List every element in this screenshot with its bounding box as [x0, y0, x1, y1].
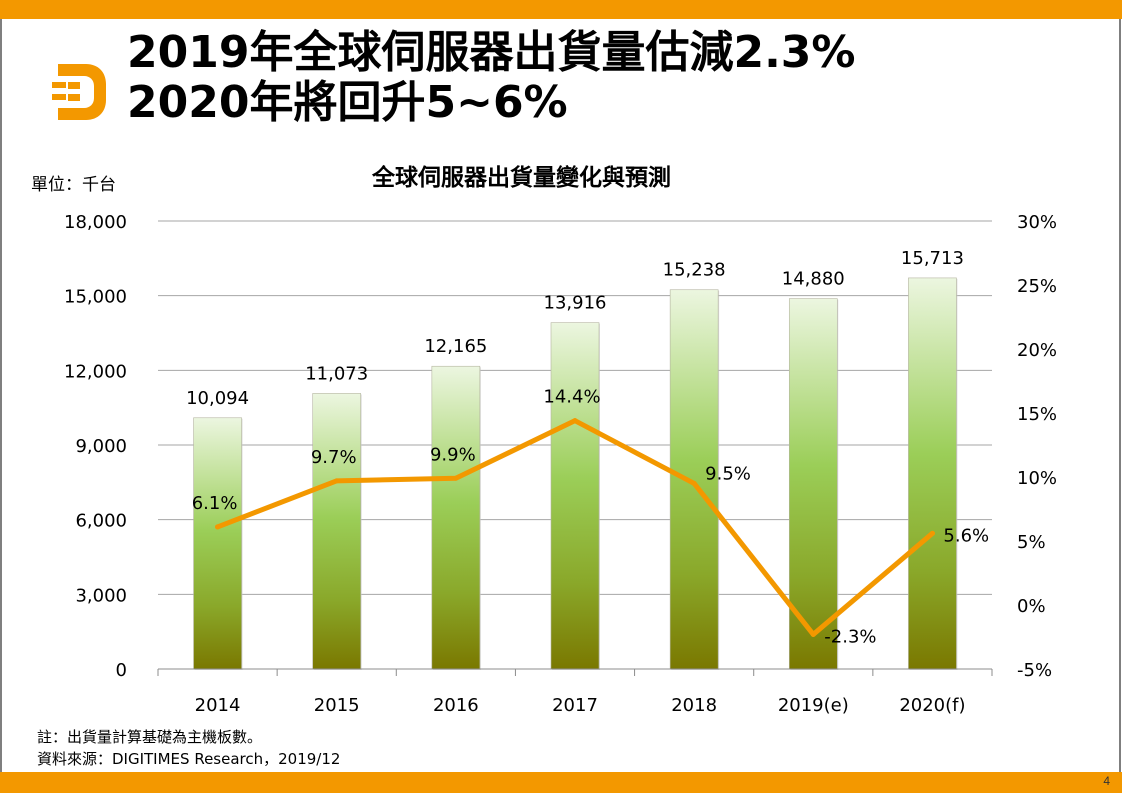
digitimes-logo-icon: [52, 64, 106, 120]
x-axis: [157, 668, 993, 676]
y-tick-label: 18,000: [64, 212, 127, 233]
bar: [312, 393, 362, 670]
growth-value-label: -2.3%: [824, 626, 876, 647]
bar: [669, 289, 719, 670]
bar-value-label: 13,916: [544, 293, 607, 314]
data-labels: 10,094 11,073 12,165 13,916 15,238 14,880 15,7…: [186, 248, 989, 648]
x-axis-labels: 2014 2015 2016 2017 2018 2019(e) 2020(f): [195, 695, 966, 716]
y-tick-label: 0: [116, 660, 127, 681]
note-text: 註：出貨量計算基礎為主機板數。: [37, 728, 263, 746]
page-number: 4: [1103, 774, 1110, 788]
y2-tick-label: 5%: [1017, 532, 1046, 553]
growth-point: [810, 631, 816, 637]
x-tick-label: 2014: [195, 695, 241, 716]
x-tick-label: 2018: [671, 695, 717, 716]
title-line-2: 2020年將回升5~6%: [127, 77, 568, 128]
growth-value-label: 9.7%: [311, 447, 357, 468]
y-tick-label: 9,000: [75, 436, 127, 457]
x-tick-label: 2019(e): [778, 695, 849, 716]
y2-tick-label: -5%: [1017, 660, 1052, 681]
slide-title: 2019年全球伺服器出貨量估減2.3% 2020年將回升5~6%: [127, 28, 856, 128]
growth-line: [215, 418, 935, 637]
bar-value-label: 15,713: [901, 248, 964, 269]
growth-point: [572, 418, 578, 424]
growth-point: [929, 530, 935, 536]
bar: [908, 277, 957, 670]
y-tick-label: 6,000: [75, 511, 127, 532]
left-border: [0, 19, 2, 772]
y2-tick-label: 10%: [1017, 468, 1057, 489]
bar-value-label: 12,165: [424, 336, 487, 357]
bottom-accent-bar: [0, 772, 1122, 793]
source-text: 資料來源：DIGITIMES Research，2019/12: [37, 750, 341, 768]
x-tick-label: 2015: [314, 695, 360, 716]
growth-value-label: 14.4%: [543, 387, 600, 408]
growth-value-label: 5.6%: [943, 525, 989, 546]
x-tick-label: 2020(f): [899, 695, 965, 716]
growth-value-label: 9.9%: [430, 444, 476, 465]
growth-point: [215, 524, 221, 530]
growth-point: [691, 480, 697, 486]
unit-label: 單位：千台: [31, 175, 116, 195]
bar: [550, 322, 600, 670]
footnote: 註：出貨量計算基礎為主機板數。 資料來源：DIGITIMES Research，…: [37, 726, 340, 770]
top-accent-bar: [0, 0, 1122, 19]
y2-tick-label: 30%: [1017, 212, 1057, 233]
y-tick-label: 15,000: [64, 287, 127, 308]
x-tick-label: 2017: [552, 695, 598, 716]
right-border: [1119, 19, 1121, 772]
growth-point: [334, 478, 340, 484]
bar-value-label: 10,094: [186, 388, 249, 409]
bar: [193, 417, 242, 670]
y2-tick-label: 0%: [1017, 596, 1046, 617]
y-axis-left: 0 3,000 6,000 9,000 12,000 15,000 18,000: [64, 212, 127, 681]
bar-value-label: 11,073: [305, 363, 368, 384]
x-tick-label: 2016: [433, 695, 479, 716]
chart-title: 全球伺服器出貨量變化與預測: [372, 165, 671, 191]
bar-value-label: 14,880: [782, 269, 845, 290]
y2-tick-label: 25%: [1017, 276, 1057, 297]
y-tick-label: 3,000: [75, 585, 127, 606]
y-axis-right: -5% 0% 5% 10% 15% 20% 25% 30%: [1017, 212, 1057, 681]
bar: [788, 298, 838, 670]
growth-value-label: 6.1%: [192, 493, 238, 514]
y-tick-label: 12,000: [64, 361, 127, 382]
growth-point: [453, 475, 459, 481]
bars: [193, 277, 958, 670]
bar: [431, 365, 481, 670]
bar-value-label: 15,238: [663, 260, 726, 281]
y2-tick-label: 15%: [1017, 404, 1057, 425]
title-line-1: 2019年全球伺服器出貨量估減2.3%: [127, 27, 856, 78]
growth-value-label: 9.5%: [705, 463, 751, 484]
y2-tick-label: 20%: [1017, 340, 1057, 361]
